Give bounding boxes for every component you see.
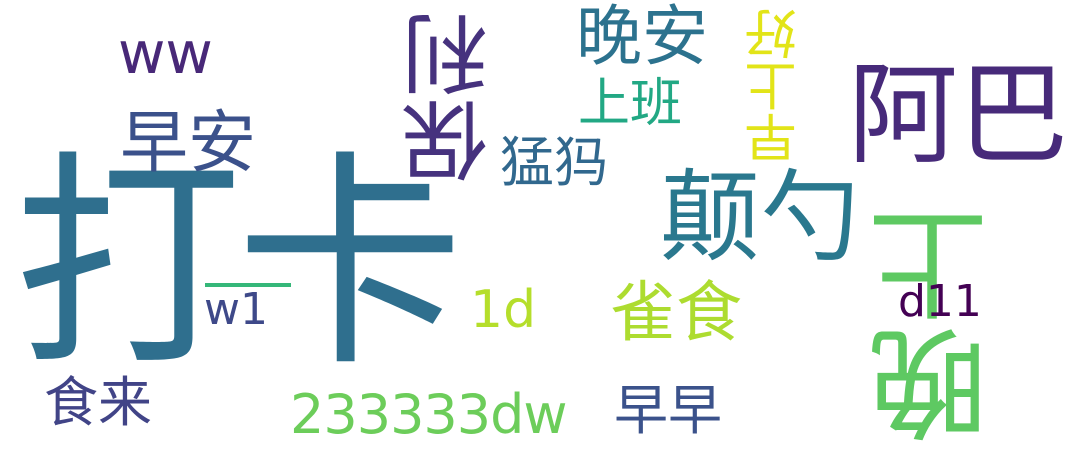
word-menggou: 猛犸 (500, 131, 608, 194)
word-dianshao: 颠勺 (660, 159, 860, 276)
word-zaozao: 早早 (614, 379, 722, 442)
word-ww: ww (118, 19, 213, 87)
accent-rule (205, 283, 291, 287)
word-d11: d11 (898, 276, 982, 327)
word-queshi: 雀食 (610, 274, 742, 351)
word-zaoshanghao: 早上好 (746, 8, 806, 164)
word-zaoan: 早安 (120, 104, 257, 183)
word-shilai: 食来 (44, 371, 152, 434)
word-233333dw: 233333dw (290, 383, 568, 446)
word-wanan: 晚安 (576, 0, 708, 75)
word-daka: 打卡 (14, 131, 464, 397)
word-1d: 1d (470, 280, 537, 340)
word-shangban: 上班 (578, 74, 683, 134)
word-w1: w1 (204, 284, 268, 335)
word-aba: 阿巴 (848, 51, 1068, 179)
word-baoli: 保利 (403, 12, 503, 184)
